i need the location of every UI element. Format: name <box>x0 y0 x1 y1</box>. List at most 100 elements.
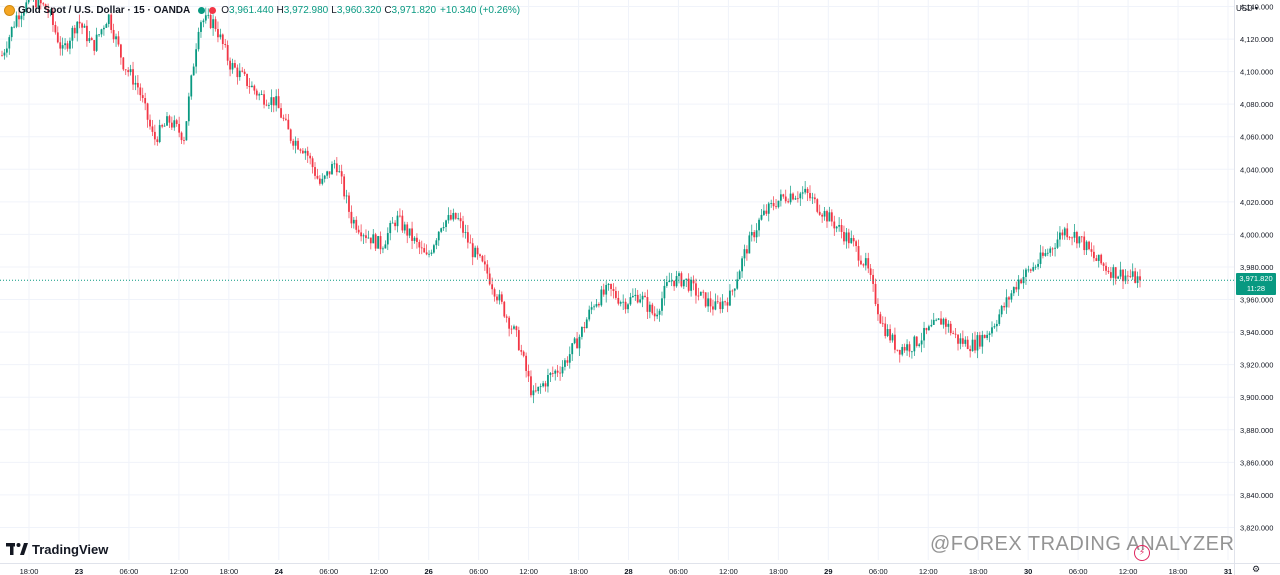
candle-body <box>350 211 353 224</box>
candle-body <box>726 302 729 306</box>
candle-body <box>187 96 190 122</box>
candle-body <box>1076 232 1078 244</box>
candle-body <box>821 214 824 217</box>
candle-body <box>420 247 423 249</box>
candle-body <box>690 279 693 291</box>
candle-body <box>1061 232 1064 236</box>
candle-body <box>833 221 836 229</box>
candle-body <box>253 85 256 91</box>
symbol-title[interactable]: Gold Spot / U.S. Dollar · 15 · OANDA <box>18 4 191 16</box>
candle-body <box>1097 254 1100 261</box>
candle-body <box>265 104 268 106</box>
market-open-icon <box>198 6 206 14</box>
candle-body <box>396 215 399 227</box>
candle-body <box>534 390 537 392</box>
candle-body <box>792 193 794 200</box>
candle-body <box>15 15 18 27</box>
candle-body <box>498 294 501 301</box>
candle-body <box>554 370 557 374</box>
candle-body <box>537 386 540 392</box>
candle-body <box>8 37 11 49</box>
candle-body <box>212 19 215 29</box>
candle-body <box>1092 251 1095 259</box>
candle-body <box>185 121 188 141</box>
candle-body <box>18 15 20 20</box>
candle-body <box>471 243 474 258</box>
x-tick-label: 06:00 <box>319 567 338 575</box>
candle-body <box>656 314 659 317</box>
candle-body <box>272 97 275 106</box>
candle-body <box>675 276 678 287</box>
candle-body <box>986 334 989 338</box>
candle-body <box>173 120 176 128</box>
candle-body <box>564 360 566 367</box>
candle-body <box>202 20 205 23</box>
close-label: C <box>384 4 392 16</box>
candle-body <box>221 34 224 45</box>
candle-body <box>464 232 467 233</box>
candle-body <box>214 19 217 30</box>
candle-body <box>843 231 845 242</box>
candle-body <box>593 306 595 308</box>
tradingview-logo[interactable]: TradingView <box>6 540 108 558</box>
candle-body <box>957 334 959 344</box>
candle-body <box>500 294 503 302</box>
candle-body <box>54 24 57 33</box>
x-tick-label: 06:00 <box>1069 567 1088 575</box>
candle-body <box>547 374 549 387</box>
flag-icon[interactable] <box>209 6 217 14</box>
lightning-icon[interactable]: ⚡ <box>1134 545 1150 561</box>
candle-body <box>136 82 139 88</box>
candle-body <box>304 150 307 154</box>
candle-body <box>964 339 967 344</box>
candle-body <box>207 14 210 16</box>
candle-body <box>229 60 231 70</box>
candle-body <box>413 237 416 241</box>
candle-body <box>355 219 358 230</box>
candle-body <box>149 119 151 127</box>
candle-body <box>192 66 195 76</box>
candle-body <box>238 70 241 78</box>
candle-body <box>141 95 144 99</box>
candle-body <box>779 194 782 201</box>
currency-selector[interactable]: USD ▾ <box>1236 4 1258 13</box>
candle-body <box>146 103 149 120</box>
x-tick-label: 06:00 <box>469 567 488 575</box>
candle-body <box>372 234 375 244</box>
candle-body <box>25 2 28 13</box>
candle-body <box>869 268 872 275</box>
candle-body <box>66 43 69 49</box>
candle-body <box>170 122 173 128</box>
candle-body <box>663 285 666 299</box>
candle-body <box>568 354 571 363</box>
candle-body <box>852 238 855 242</box>
candle-body <box>1054 247 1056 249</box>
gold-coin-icon <box>4 4 15 16</box>
candle-body <box>879 314 882 324</box>
candle-body <box>200 22 202 32</box>
candle-body <box>326 171 329 176</box>
settings-icon[interactable]: ⚙ <box>1252 564 1261 574</box>
candle-body <box>287 119 290 130</box>
candle-body <box>925 327 928 331</box>
candle-body <box>983 334 986 338</box>
candle-body <box>923 327 925 341</box>
candle-body <box>428 253 430 255</box>
candle-body <box>156 139 159 142</box>
candle-body <box>624 301 627 310</box>
x-tick-label: 18:00 <box>569 567 588 575</box>
y-tick-label: 4,000.000 <box>1240 230 1273 239</box>
candle-body <box>481 256 484 262</box>
candle-body <box>697 295 700 297</box>
candle-body <box>971 339 974 352</box>
candle-body <box>100 29 103 35</box>
candle-body <box>966 339 969 350</box>
candle-body <box>969 349 972 352</box>
candle-body <box>1012 287 1015 294</box>
candle-body <box>522 351 525 356</box>
y-tick-label: 3,840.000 <box>1240 491 1273 500</box>
candle-body <box>338 171 341 173</box>
candle-body <box>823 211 826 217</box>
candle-body <box>112 29 115 40</box>
